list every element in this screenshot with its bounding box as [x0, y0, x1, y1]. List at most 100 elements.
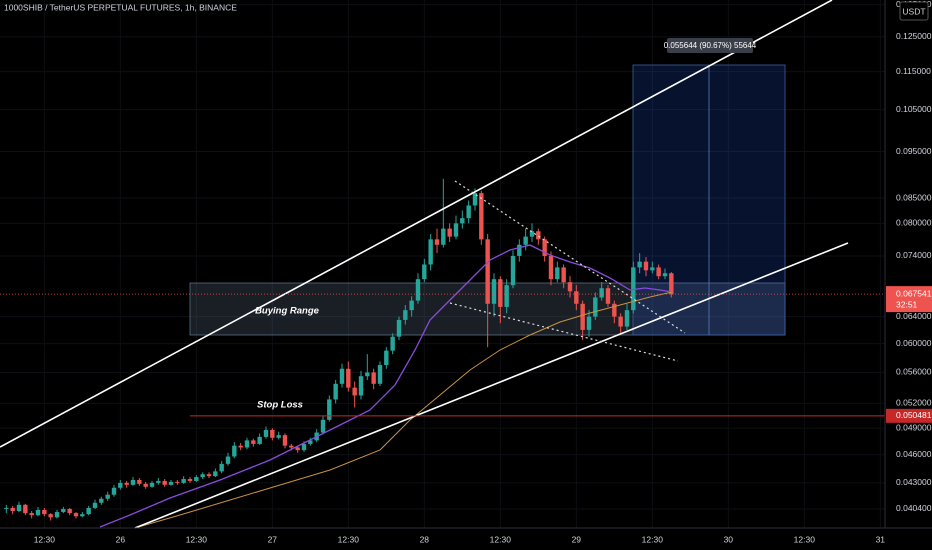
candle-body	[491, 279, 497, 304]
candle-body	[637, 261, 642, 268]
x-tick-label: 12:30	[490, 534, 512, 544]
candle-body	[232, 445, 237, 457]
candle-body	[73, 513, 79, 517]
candle-body	[453, 223, 459, 237]
y-tick-label: 0.046000	[896, 449, 932, 459]
y-tick-label: 0.115000	[896, 66, 931, 76]
candle-body	[529, 231, 535, 237]
candle-body	[282, 435, 288, 446]
candle-body	[105, 494, 110, 499]
candle-body	[365, 372, 370, 377]
x-tick-label: 26	[116, 534, 126, 544]
candle-body	[29, 513, 34, 516]
candle-body	[244, 440, 250, 448]
candle-body	[371, 372, 376, 384]
candle-body	[352, 387, 357, 396]
candle-body	[396, 319, 402, 337]
candle-body	[181, 479, 186, 483]
x-tick-label: 28	[420, 534, 430, 544]
candle-body	[510, 255, 516, 286]
candle-body	[593, 297, 598, 317]
candle-body	[460, 218, 465, 224]
candle-body	[111, 487, 117, 495]
candle-body	[67, 508, 72, 514]
candle-body	[631, 267, 636, 311]
candle-body	[390, 336, 395, 351]
current-price-badge	[886, 286, 932, 313]
candle-body	[472, 193, 478, 206]
axes: 0.040400 0.043000 0.046000 0.049000 0.052000…	[34, 0, 932, 544]
candle-body	[270, 429, 275, 438]
candle-body	[377, 365, 383, 384]
candle-body	[118, 482, 123, 488]
candle-body	[358, 376, 364, 396]
y-tick-label: 0.125000	[896, 31, 932, 41]
wedge-lower	[449, 302, 679, 362]
candle-body	[301, 443, 307, 451]
x-tick-label: 27	[268, 534, 278, 544]
candle-body	[586, 316, 592, 330]
candle-body	[206, 474, 212, 477]
y-tick-label: 0.049000	[896, 423, 932, 433]
y-tick-label: 0.085000	[896, 192, 932, 202]
currency: USDT	[902, 6, 925, 16]
buying-range-label: Buying Range	[255, 306, 320, 317]
candle-body	[662, 273, 668, 277]
y-tick-label: 0.052000	[896, 398, 932, 408]
candle-body	[542, 239, 547, 256]
candle-body	[403, 310, 408, 320]
chart-title: 1000SHIB / TetherUS PERPETUAL FUTURES, 1…	[4, 2, 237, 12]
candle-body	[42, 509, 47, 515]
candle-body	[624, 310, 630, 327]
moving-average-fast	[99, 244, 673, 528]
candle-body	[61, 508, 66, 513]
candle-body	[320, 419, 326, 433]
candle-body	[86, 507, 91, 515]
candle-body	[168, 481, 174, 485]
candle-body	[16, 504, 22, 512]
candle-body	[143, 483, 148, 487]
x-tick-label: 12:30	[794, 534, 816, 544]
currency-box	[899, 1, 929, 21]
candle-body	[156, 480, 161, 483]
candle-body	[618, 316, 623, 327]
stop-loss-label: Stop Loss	[257, 400, 303, 411]
candle-body	[415, 279, 421, 301]
candle-body	[23, 504, 28, 514]
x-tick-label: 31	[876, 534, 886, 544]
y-tick-label: 0.105000	[896, 104, 932, 114]
candle-body	[10, 507, 15, 512]
candle-body	[561, 267, 566, 283]
target-label-box	[667, 38, 753, 53]
candle-body	[130, 479, 136, 485]
levels	[0, 293, 885, 417]
candle-body	[441, 228, 446, 245]
candle-body	[238, 445, 243, 448]
candles	[4, 178, 674, 521]
moving-average-slow	[134, 291, 673, 529]
candle-body	[447, 228, 452, 237]
candle-body	[137, 479, 142, 484]
wedge-upper	[454, 180, 686, 334]
candle-body	[289, 445, 294, 448]
candle-body	[35, 509, 41, 516]
candle-body	[384, 350, 389, 366]
candle-body	[434, 239, 440, 245]
y-tick-label: 0.056000	[896, 367, 932, 377]
x-tick-label: 30	[724, 534, 734, 544]
candle-body	[517, 244, 522, 256]
candle-body	[175, 481, 180, 483]
candle-body	[225, 456, 231, 464]
candle-body	[650, 267, 655, 271]
x-tick-label: 12:30	[34, 534, 56, 544]
y-tick-label: 0.060000	[896, 338, 932, 348]
candle-body	[339, 368, 345, 384]
stop-loss-badge	[886, 408, 932, 423]
current-price-value: 0.067541	[896, 288, 932, 298]
x-tick-label: 29	[572, 534, 582, 544]
candle-body	[656, 267, 661, 277]
candle-body	[48, 514, 53, 518]
countdown: 32:51	[896, 299, 918, 309]
candle-body	[213, 471, 218, 477]
